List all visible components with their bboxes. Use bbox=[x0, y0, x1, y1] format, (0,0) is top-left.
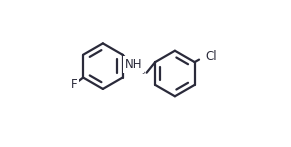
Text: Cl: Cl bbox=[205, 50, 217, 63]
Text: NH: NH bbox=[125, 58, 142, 71]
Text: F: F bbox=[71, 78, 78, 91]
